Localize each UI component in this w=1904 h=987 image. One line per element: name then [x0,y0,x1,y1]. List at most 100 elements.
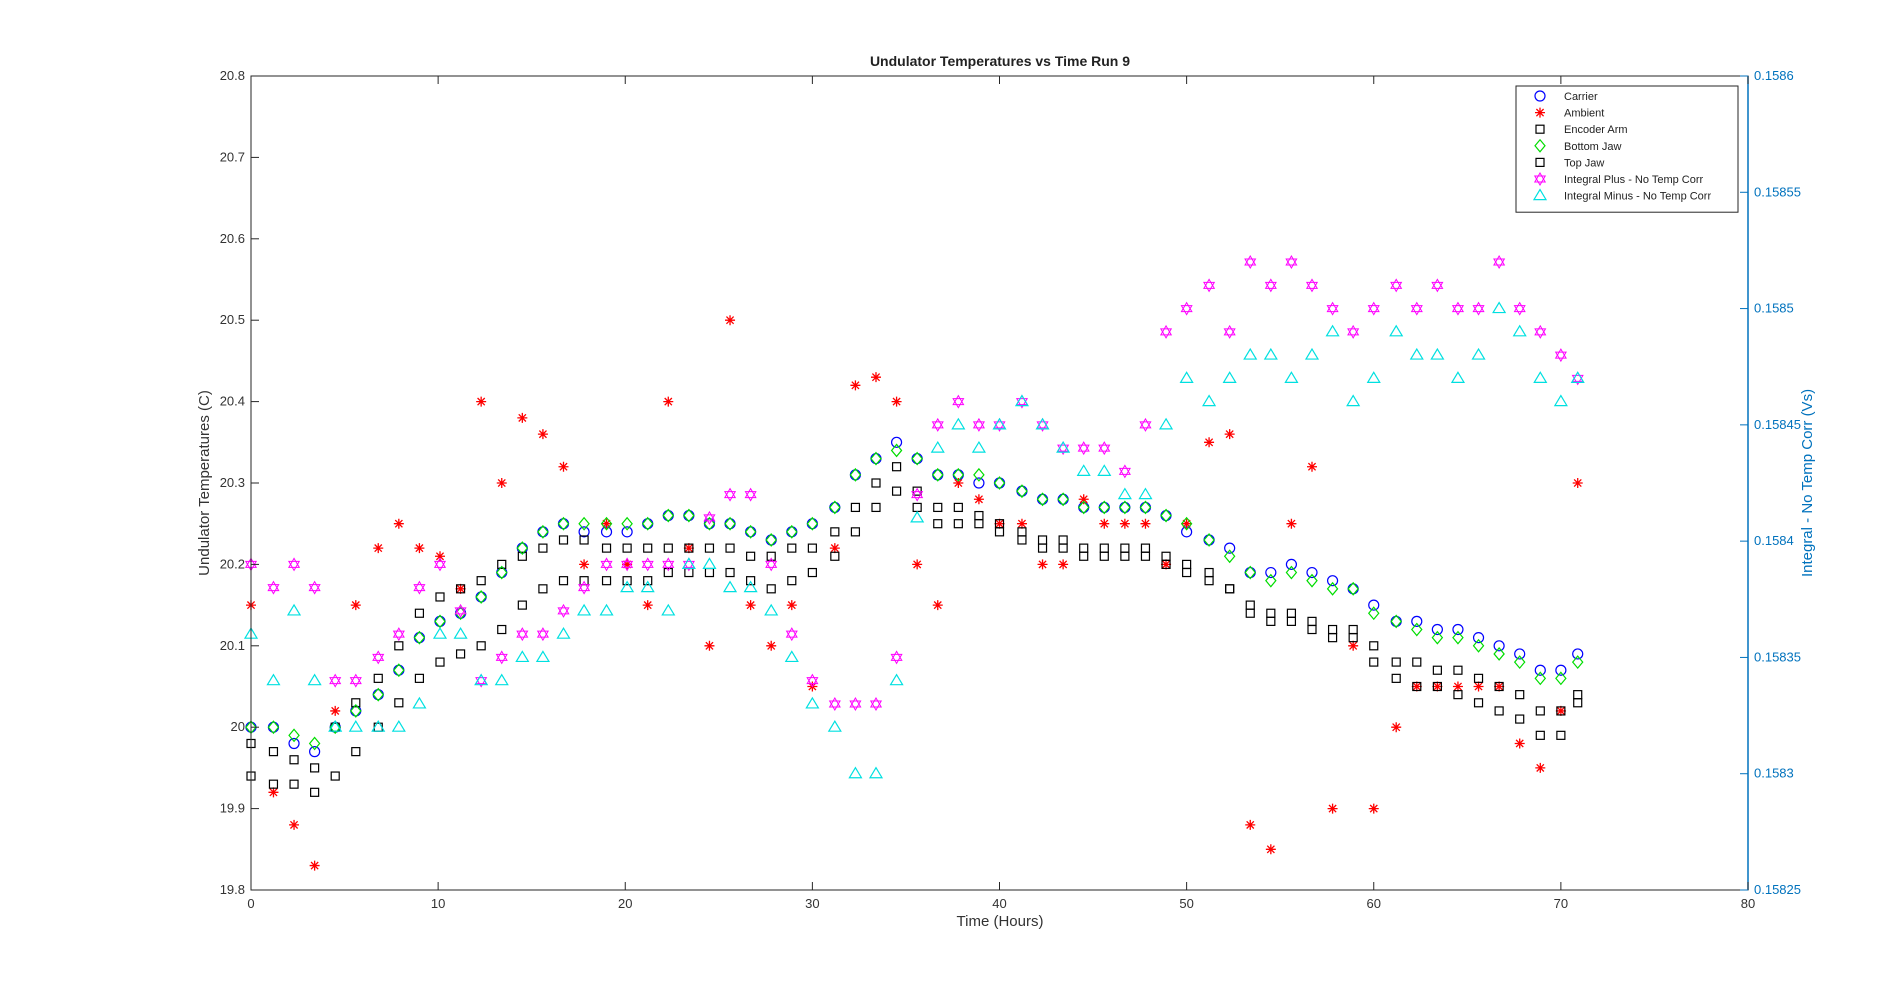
series-2-point-63 [1556,706,1566,716]
series-3-point-23 [724,516,736,531]
series-6-point-38 [1035,417,1050,430]
series-1-point-15 [558,461,569,472]
series-5-point-19 [641,557,654,572]
y-right-tick-label: 0.1586 [1754,68,1794,83]
series-6-point-2 [286,603,302,616]
series-6-point-29 [848,766,863,779]
series-5-point-24 [744,487,757,502]
series-6-point-47 [1222,371,1237,383]
series-4-point-53 [1348,633,1358,643]
series-3-point-52 [1326,581,1339,596]
series-0-point-64 [1572,648,1584,660]
series-1-point-55 [1391,722,1402,733]
series-4-point-61 [1515,714,1525,724]
y-axis-right: 0.15825 0.1583 0.15835 0.1584 0.15845 0.1585 0… [1740,68,1801,897]
series-3-point-63 [1555,671,1567,686]
series-6-point-50 [1284,371,1299,383]
series-3-point-7 [393,663,405,678]
series-3-point-64 [1571,655,1584,670]
series-2-point-2 [289,755,299,765]
series-6-point-55 [1389,324,1404,337]
series-4-point-15 [558,576,569,586]
series-3-point-27 [806,516,819,531]
series-3-point-12 [495,565,508,580]
series-6-point-61 [1512,324,1527,337]
series-5-point-4 [329,673,342,688]
series-2-point-27 [807,543,817,553]
series-2-point-14 [538,543,548,553]
series-4-point-25 [766,584,776,594]
series-3-point-32 [911,451,923,466]
series-4-point-14 [538,584,548,594]
y-axis-right-label: Integral - No Temp Corr (Vs) [1799,389,1816,577]
series-2-point-21 [684,543,694,553]
series-5-point-23 [723,487,737,502]
series-2-point-18 [622,543,632,553]
series-1-point-1 [268,787,279,798]
series-1-point-4 [330,705,341,716]
series-6-point-22 [702,557,717,570]
series-4-point-11 [476,641,486,651]
series-1-point-12 [496,478,507,488]
legend-marker-0 [1534,90,1546,102]
series-5-point-32 [911,487,924,502]
series-2-point-15 [558,535,569,545]
y-tick-label: 20 [231,719,245,734]
series-3-point-54 [1367,606,1380,621]
series-5-point-30 [869,696,883,711]
series-5-point-27 [806,673,819,688]
series-5-point-54 [1367,301,1380,316]
series-4-point-48 [1245,608,1255,618]
series-2-point-13 [517,551,527,561]
series-1-point-34 [953,478,964,488]
series-2-point-54 [1369,641,1379,651]
y-tick-label: 19.9 [220,801,245,816]
series-1-point-10 [455,583,466,594]
series-1-point-22 [704,640,715,651]
series-4-point-13 [517,600,527,610]
series-1-point-8 [414,543,425,554]
series-3-point-35 [973,467,985,482]
series-1-point-46 [1204,437,1215,448]
series-1-point-41 [1099,518,1110,529]
y-tick-label: 19.8 [220,882,245,897]
series-4-point-33 [933,519,943,529]
series-3-point-55 [1390,614,1402,629]
series-2-point-34 [953,502,963,513]
y-right-tick-label: 0.15845 [1754,417,1801,432]
series-5-point-44 [1159,324,1173,339]
series-1-point-47 [1224,429,1235,440]
series-2-point-33 [933,502,943,513]
x-tick-label: 70 [1554,896,1568,911]
series-3-point-42 [1119,500,1131,515]
series-1-point-57 [1432,681,1443,692]
series-6-point-48 [1243,347,1258,360]
series-6-point-12 [494,673,509,686]
series-5-point-57 [1431,278,1444,293]
series-6-point-35 [971,440,986,453]
series-3-point-6 [372,687,385,702]
series-3-point-41 [1098,500,1111,515]
series-5-point-9 [433,557,447,572]
series-3-point-38 [1036,492,1049,507]
series-1-point-2 [289,819,300,830]
series-4-point-26 [787,576,797,586]
y-right-tick-label: 0.1583 [1754,766,1794,781]
series-6-point-13 [515,650,530,663]
series-2-point-57 [1432,665,1442,675]
series-6-point-4 [328,720,343,732]
chart-title: Undulator Temperatures vs Time Run 9 [870,53,1130,69]
series-3-point-21 [683,508,695,523]
legend-entry-4: Top Jaw [1564,157,1604,169]
series-6-point-3 [307,673,322,686]
series-2-point-19 [643,543,653,553]
series-4-point-58 [1453,690,1463,700]
series-4-point-47 [1225,584,1235,594]
legend: Carrier Ambient Encoder Arm Bottom Jaw Top J… [1515,85,1739,213]
series-6-point-17 [599,603,614,616]
series-6-point-62 [1533,371,1548,383]
legend-marker-2 [1535,124,1545,134]
series-1-point-11 [476,396,487,407]
x-axis: 0 10 20 30 40 50 60 70 80 [247,76,1755,911]
